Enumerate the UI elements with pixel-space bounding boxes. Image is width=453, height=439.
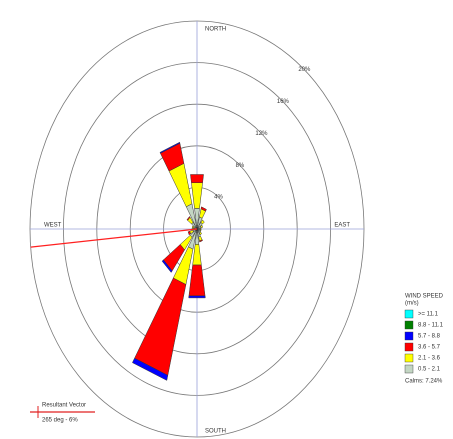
direction-label: WEST <box>44 223 62 229</box>
petal-segment <box>134 277 187 376</box>
ring-label: 16% <box>277 99 290 105</box>
petal-segment <box>200 227 202 231</box>
petal-segment <box>132 357 169 381</box>
legend-label: 0.5 - 2.1 <box>418 367 441 373</box>
direction-label: NORTH <box>205 27 226 33</box>
petal-segment <box>161 259 173 273</box>
legend-label: 8.8 - 11.1 <box>418 323 444 329</box>
legend-swatch <box>404 342 414 352</box>
ring-label: 12% <box>255 131 268 137</box>
petal-segment <box>200 224 203 229</box>
petal-segment <box>199 239 203 243</box>
legend-swatch <box>404 331 414 341</box>
legend-swatch <box>404 309 414 319</box>
ring-label: 8% <box>236 163 245 169</box>
petal-segment <box>192 244 202 266</box>
petal-segment <box>188 264 206 297</box>
resultant-vector <box>30 228 198 248</box>
legend-label: 5.7 - 8.8 <box>418 334 441 340</box>
petal-segment <box>199 229 202 233</box>
petal-segment <box>190 174 204 183</box>
resultant-text: 265 deg - 6% <box>42 418 78 424</box>
legend-label: >= 11.1 <box>418 312 439 318</box>
legend-swatch <box>404 320 414 330</box>
petal-segment <box>200 206 207 212</box>
direction-label: SOUTH <box>205 429 226 435</box>
direction-label: EAST <box>334 223 350 229</box>
calms-label: Calms: 7.24% <box>405 379 443 385</box>
petal-segment <box>188 295 206 299</box>
petal-segment <box>191 182 203 209</box>
legend-label: 2.1 - 3.6 <box>418 356 441 362</box>
petal-segment <box>187 230 191 236</box>
ring-label: 4% <box>214 195 223 201</box>
legend-units: (m/s) <box>405 301 419 307</box>
petal-segment <box>191 225 195 229</box>
legend-label: 3.6 - 5.7 <box>418 345 441 351</box>
legend-title: WIND SPEED <box>405 294 444 300</box>
petal-segment <box>186 216 191 221</box>
petal-segment <box>159 141 181 154</box>
legend-swatch <box>404 364 414 374</box>
ring-label: 20% <box>298 67 311 73</box>
resultant-label: Resultant Vector <box>42 403 86 409</box>
petal-segment <box>200 219 205 225</box>
legend-swatch <box>404 353 414 363</box>
petal-segment <box>199 231 203 236</box>
